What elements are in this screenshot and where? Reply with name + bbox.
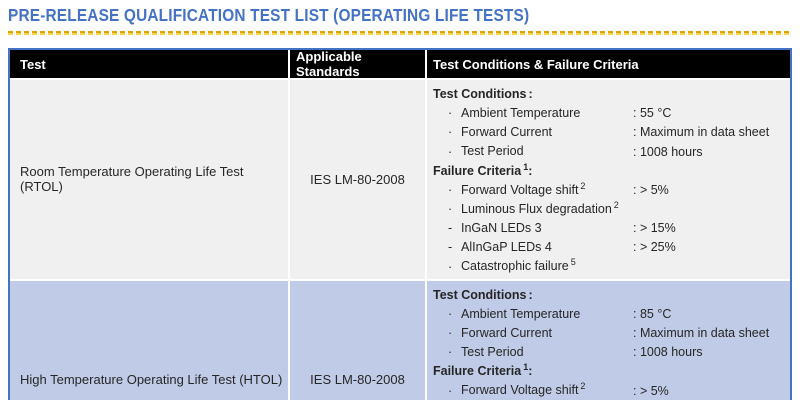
condition-heading: Test Conditions: (433, 284, 786, 303)
condition-label: Failure Criteria 1: (433, 362, 533, 379)
condition-value: : > 5% (633, 182, 669, 197)
bullet: - (448, 221, 453, 236)
cell-conditions-rtol: Test Conditions: · Ambient Temperature :… (427, 80, 790, 279)
bullet: · (448, 106, 453, 121)
condition-line: · Ambient Temperature : 55 °C (433, 102, 786, 121)
condition-label: Forward Current (461, 326, 552, 341)
bullet: · (448, 202, 453, 217)
condition-label: Failure Criteria 1: (433, 161, 533, 178)
cell-conditions-htol: Test Conditions: · Ambient Temperature :… (427, 280, 790, 400)
bullet: · (448, 182, 453, 197)
cell-standard-rtol: IES LM-80-2008 (290, 80, 425, 279)
bullet: · (448, 144, 453, 159)
condition-value: : > 25% (633, 240, 676, 255)
condition-line: · Forward Voltage shift 2 : > 5% (433, 379, 786, 398)
condition-line: · Test Period : 1008 hours (433, 341, 786, 360)
condition-heading: Failure Criteria 1: (433, 360, 786, 379)
condition-label: Ambient Temperature (461, 306, 581, 321)
condition-label: Forward Voltage shift 2 (461, 381, 586, 398)
condition-heading: Failure Criteria 1: (433, 160, 786, 179)
qualification-test-table: Test Applicable Standards Test Condition… (8, 48, 792, 400)
bullet: · (448, 125, 453, 140)
condition-label: Forward Current (461, 125, 552, 140)
condition-value: : > 5% (633, 383, 669, 398)
bullet: · (448, 306, 453, 321)
cell-standard-htol: IES LM-80-2008 (290, 280, 425, 400)
condition-heading: Test Conditions: (433, 83, 786, 102)
condition-label: AlInGaP LEDs 4 (461, 240, 552, 255)
condition-label: Test Conditions: (433, 287, 533, 302)
condition-line: · Forward Current : Maximum in data shee… (433, 121, 786, 140)
condition-line: · Test Period : 1008 hours (433, 140, 786, 159)
condition-line: · Ambient Temperature : 85 °C (433, 303, 786, 322)
dotted-divider (8, 31, 792, 35)
cell-test-name-htol: High Temperature Operating Life Test (HT… (10, 280, 288, 400)
condition-value: : 85 °C (633, 306, 672, 321)
bullet: · (448, 326, 453, 341)
condition-label: Forward Voltage shift 2 (461, 180, 586, 197)
bullet: · (448, 383, 453, 398)
page-title: PRE-RELEASE QUALIFICATION TEST LIST (OPE… (8, 5, 530, 25)
condition-line: - AlInGaP LEDs 4 : > 25% (433, 236, 786, 255)
condition-label: Test Period (461, 144, 524, 159)
condition-line: · Forward Voltage shift 2 : > 5% (433, 179, 786, 198)
bullet: - (448, 240, 453, 255)
condition-value: : Maximum in data sheet (633, 326, 770, 341)
bullet: · (448, 345, 453, 360)
condition-label: Ambient Temperature (461, 106, 581, 121)
condition-value: : Maximum in data sheet (633, 125, 770, 140)
condition-line: - InGaN LEDs 3 : > 15% (433, 217, 786, 236)
column-header-conditions: Test Conditions & Failure Criteria (427, 50, 790, 78)
cell-test-name-rtol: Room Temperature Operating Life Test (RT… (10, 80, 288, 279)
condition-label: Test Period (461, 345, 524, 360)
bullet: · (448, 259, 453, 274)
condition-label: InGaN LEDs 3 (461, 221, 542, 236)
condition-label: Test Conditions: (433, 87, 533, 102)
condition-value: : 55 °C (633, 106, 672, 121)
condition-line: · Catastrophic failure 5 (433, 255, 786, 274)
condition-line: · Forward Current : Maximum in data shee… (433, 322, 786, 341)
condition-value: : 1008 hours (633, 144, 703, 159)
column-header-test: Test (10, 50, 288, 78)
column-header-standards: Applicable Standards (290, 49, 425, 79)
condition-value: : > 15% (633, 221, 676, 236)
condition-value: : 1008 hours (633, 345, 703, 360)
condition-label: Catastrophic failure 5 (461, 257, 576, 274)
